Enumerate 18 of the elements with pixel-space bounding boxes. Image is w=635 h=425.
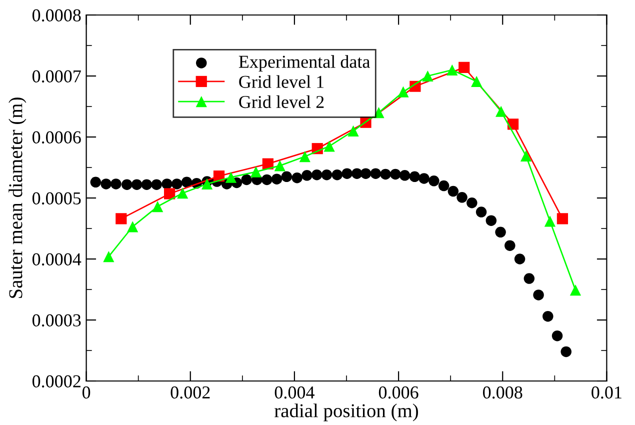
x-tick-label: 0.01 — [592, 386, 622, 399]
y-tick-label: 0.0003 — [32, 314, 81, 327]
x-tick-label: 0.004 — [274, 386, 314, 399]
legend-label: Grid level 2 — [239, 95, 324, 108]
y-tick-label: 0.0002 — [32, 375, 80, 388]
y-tick-label: 0.0005 — [32, 192, 81, 205]
x-tick-label: 0 — [82, 386, 90, 399]
y-tick-label: 0.0007 — [32, 70, 81, 83]
y-tick-label: 0.0004 — [32, 253, 82, 266]
y-tick-label: 0.0008 — [32, 9, 81, 22]
x-tick-label: 0.008 — [482, 386, 522, 399]
legend-label: Grid level 1 — [239, 75, 324, 88]
x-tick-label: 0.002 — [170, 386, 210, 399]
y-axis-title: Sauter mean diameter (m) — [8, 98, 26, 298]
x-tick-label: 0.006 — [378, 386, 418, 399]
legend-label: Experimental data — [238, 55, 370, 72]
y-tick-label: 0.0006 — [32, 131, 81, 144]
x-axis-title: radial position (m) — [274, 404, 418, 422]
